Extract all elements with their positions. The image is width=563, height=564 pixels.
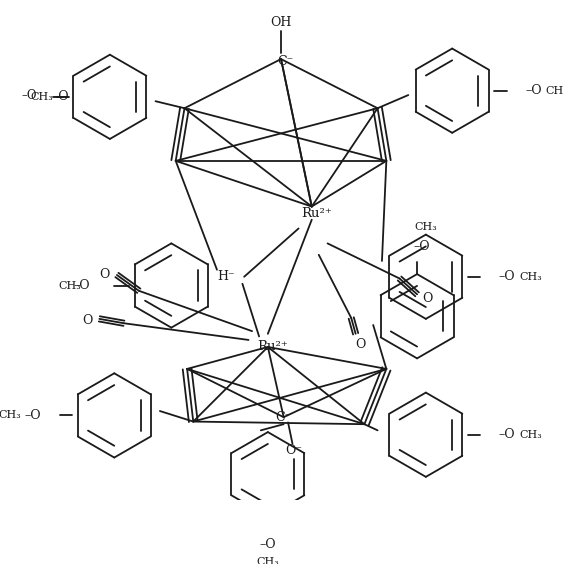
Text: –O: –O: [499, 270, 515, 283]
Text: CH₃: CH₃: [545, 86, 563, 96]
Text: Ru²⁺: Ru²⁺: [257, 341, 288, 354]
Text: Ru²⁺: Ru²⁺: [301, 207, 332, 220]
Text: CH₃: CH₃: [257, 557, 279, 564]
Text: –O: –O: [25, 409, 42, 422]
Text: CH₃: CH₃: [519, 430, 542, 440]
Text: –O: –O: [413, 240, 430, 253]
Text: CH₃: CH₃: [0, 411, 21, 420]
Text: CH₃: CH₃: [414, 222, 437, 232]
Text: –O: –O: [499, 428, 515, 441]
Text: O⁻: O⁻: [285, 444, 303, 457]
Text: –O: –O: [21, 89, 37, 102]
Text: OH: OH: [270, 16, 292, 29]
Text: O: O: [355, 338, 365, 351]
Text: CH₃: CH₃: [58, 280, 81, 290]
Text: C⁻: C⁻: [278, 55, 293, 68]
Text: H⁻: H⁻: [218, 270, 235, 283]
Text: –O: –O: [525, 84, 542, 97]
Text: C⁻: C⁻: [275, 411, 292, 424]
Text: CH₃: CH₃: [519, 272, 542, 282]
Text: O: O: [422, 292, 433, 305]
Text: –O: –O: [52, 90, 69, 103]
Text: –O: –O: [260, 538, 276, 551]
Text: CH₃: CH₃: [30, 92, 53, 102]
Text: O: O: [82, 314, 92, 327]
Text: O: O: [100, 268, 110, 281]
Text: –O: –O: [73, 279, 90, 292]
